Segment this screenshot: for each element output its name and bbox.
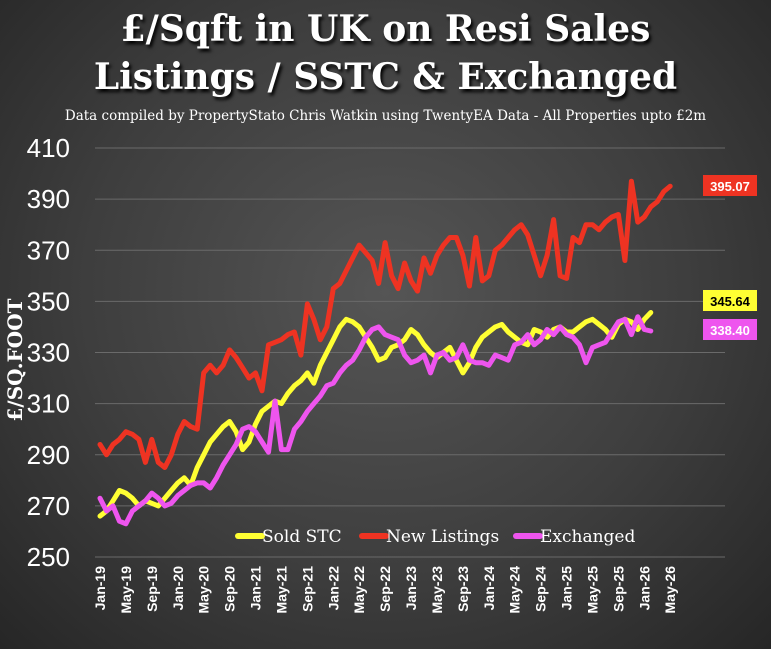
x-tick-label: May-24 xyxy=(507,566,523,614)
end-value-labels: 345.64 395.07 338.40 xyxy=(703,175,757,340)
end-value-box xyxy=(703,175,757,196)
chart-title-line2: Listings / SSTC & Exchanged xyxy=(93,56,678,98)
x-tick-label: Jan-19 xyxy=(92,566,108,611)
x-tick-label: May-25 xyxy=(584,566,600,614)
x-tick-label: Jan-26 xyxy=(636,566,652,611)
x-tick-label: May-23 xyxy=(429,566,445,614)
y-tick-label: 290 xyxy=(27,440,70,470)
series-line-sold-stc xyxy=(97,310,654,519)
y-tick-label: 310 xyxy=(27,389,70,419)
x-tick-label: Sep-19 xyxy=(144,566,160,612)
y-tick-label: 350 xyxy=(27,286,70,316)
end-value-label: 338.40 xyxy=(703,319,757,340)
gridlines xyxy=(95,147,725,558)
legend-item: Exchanged xyxy=(513,527,635,547)
series-lines xyxy=(97,178,673,527)
y-tick-label: 270 xyxy=(27,491,70,521)
x-tick-label: Jan-25 xyxy=(559,566,575,611)
y-axis-label: £/SQ.FOOT xyxy=(3,298,27,421)
legend-label: Sold STC xyxy=(262,527,342,547)
x-tick-label: Sep-24 xyxy=(533,566,549,612)
x-tick-label: Jan-21 xyxy=(248,566,264,611)
legend-label: New Listings xyxy=(386,527,499,547)
series-line-new-listings xyxy=(97,178,673,470)
legend-item: New Listings xyxy=(359,527,499,547)
end-value-text: 345.64 xyxy=(710,294,751,309)
end-value-text: 395.07 xyxy=(710,179,750,194)
y-tick-label: 390 xyxy=(27,184,70,214)
end-value-label: 395.07 xyxy=(703,175,757,196)
x-tick-label: Sep-23 xyxy=(455,566,471,612)
x-tick-label: Sep-25 xyxy=(610,566,626,612)
x-tick-label: Sep-21 xyxy=(299,566,315,612)
y-tick-label: 250 xyxy=(27,542,70,572)
x-tick-label: Jan-22 xyxy=(325,566,341,611)
end-value-box xyxy=(703,319,757,340)
end-value-text: 338.40 xyxy=(710,323,750,338)
end-value-box xyxy=(703,290,757,311)
x-tick-label: Sep-22 xyxy=(377,566,393,612)
y-tick-label: 370 xyxy=(27,235,70,265)
chart-title-line1: £/Sqft in UK on Resi Sales xyxy=(120,8,651,50)
x-axis-ticks: Jan-19 May-19 Sep-19 Jan-20 May-20 Sep-20 Jan-… xyxy=(92,566,678,614)
legend-item: Sold STC xyxy=(235,527,342,547)
x-tick-label: Jan-24 xyxy=(481,566,497,611)
x-tick-label: Jan-23 xyxy=(403,566,419,611)
x-tick-label: May-19 xyxy=(118,566,134,614)
x-tick-label: May-20 xyxy=(196,566,212,614)
x-tick-label: May-21 xyxy=(273,566,289,614)
y-tick-label: 330 xyxy=(27,338,70,368)
legend: Sold STC New Listings Exchanged xyxy=(235,527,635,547)
x-tick-label: Sep-20 xyxy=(222,566,238,612)
end-value-label: 345.64 xyxy=(703,290,757,311)
y-tick-label: 410 xyxy=(27,133,70,163)
y-axis-ticks: 250 270 290 310 330 350 370 390 410 xyxy=(27,133,70,572)
legend-label: Exchanged xyxy=(540,527,635,547)
x-tick-label: May-22 xyxy=(351,566,367,614)
x-tick-label: May-26 xyxy=(662,566,678,614)
chart-subtitle: Data compiled by PropertyStato Chris Wat… xyxy=(64,108,707,124)
x-tick-label: Jan-20 xyxy=(170,566,186,611)
series-line-exchanged xyxy=(97,314,654,527)
